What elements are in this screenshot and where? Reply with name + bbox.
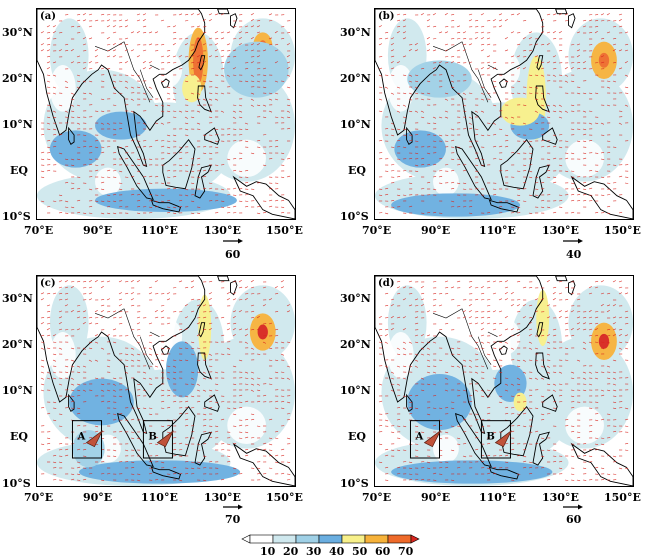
lat-label: 20°N xyxy=(340,72,371,85)
lat-label: 30°N xyxy=(2,26,33,39)
colorbar-label: 20 xyxy=(283,545,298,558)
lon-label: 110°E xyxy=(141,224,178,237)
map-b: (b) xyxy=(374,8,634,220)
colorbar-swatch xyxy=(319,535,342,543)
lon-label: 90°E xyxy=(421,491,450,504)
lat-label: 10°N xyxy=(340,384,371,397)
colorbar-swatch xyxy=(250,535,273,543)
lon-label: 90°E xyxy=(421,224,450,237)
lon-label: 150°E xyxy=(266,224,303,237)
colorbar-label: 40 xyxy=(329,545,344,558)
lon-label: 150°E xyxy=(604,491,641,504)
lon-label: 90°E xyxy=(83,491,112,504)
lon-label: 70°E xyxy=(362,491,391,504)
box-label: B xyxy=(148,432,156,443)
lat-label: 10°N xyxy=(2,384,33,397)
lon-label: 130°E xyxy=(542,224,579,237)
ref-vector-value: 60 xyxy=(566,513,581,526)
shading-layer xyxy=(375,18,633,219)
panel-label: (a) xyxy=(39,11,57,22)
lon-label: 110°E xyxy=(141,491,178,504)
lat-label: 20°N xyxy=(2,338,33,351)
panel-label: (d) xyxy=(377,278,395,289)
ref-vector-value: 70 xyxy=(225,513,240,526)
colorbar-label: 30 xyxy=(306,545,321,558)
lat-label: EQ xyxy=(10,430,28,443)
colorbar-label: 60 xyxy=(375,545,390,558)
ref-vector-value: 60 xyxy=(225,248,240,261)
colorbar-label: 50 xyxy=(352,545,367,558)
wind-field-a xyxy=(37,9,295,219)
lon-label: 130°E xyxy=(204,224,241,237)
lat-label: 20°N xyxy=(340,338,371,351)
colorbar-swatches xyxy=(240,534,430,544)
lat-label: EQ xyxy=(348,430,366,443)
shading-layer xyxy=(37,285,295,486)
lat-label: 10°S xyxy=(340,210,369,223)
lat-label: 10°N xyxy=(340,118,371,131)
colorbar-label: 10 xyxy=(260,545,275,558)
colorbar-max-arrow xyxy=(411,535,419,543)
colorbar-label: 70 xyxy=(398,545,413,558)
colorbar-min-arrow xyxy=(242,535,250,543)
lon-label: 110°E xyxy=(479,224,516,237)
ref-vector-value: 40 xyxy=(566,248,581,261)
colorbar-swatch xyxy=(388,535,411,543)
lon-label: 70°E xyxy=(362,224,391,237)
lat-label: 10°S xyxy=(2,210,31,223)
lat-label: 30°N xyxy=(340,26,371,39)
colorbar-swatch xyxy=(273,535,296,543)
map-a: (a) xyxy=(36,8,296,220)
lat-label: 10°S xyxy=(2,477,31,490)
box-label: B xyxy=(486,432,494,443)
colorbar-swatch xyxy=(342,535,365,543)
lon-label: 70°E xyxy=(24,224,53,237)
lon-label: 110°E xyxy=(479,491,516,504)
lat-label: EQ xyxy=(10,164,28,177)
shading-layer xyxy=(37,18,295,219)
lon-label: 70°E xyxy=(24,491,53,504)
lon-label: 90°E xyxy=(83,224,112,237)
lat-label: 30°N xyxy=(2,292,33,305)
box-label: A xyxy=(414,432,423,443)
panel-label: (c) xyxy=(39,278,57,289)
lat-label: 10°N xyxy=(2,118,33,131)
box-label: A xyxy=(76,432,85,443)
lat-label: EQ xyxy=(348,164,366,177)
wind-field-b xyxy=(375,9,633,219)
lat-label: 20°N xyxy=(2,72,33,85)
lon-label: 150°E xyxy=(604,224,641,237)
lat-label: 10°S xyxy=(340,477,369,490)
panel-label: (b) xyxy=(377,11,395,22)
lon-label: 150°E xyxy=(266,491,303,504)
colorbar: 10 20 30 40 50 60 70 xyxy=(240,534,430,556)
colorbar-swatch xyxy=(296,535,319,543)
shading-layer xyxy=(375,285,633,486)
lat-label: 30°N xyxy=(340,292,371,305)
colorbar-swatch xyxy=(365,535,388,543)
